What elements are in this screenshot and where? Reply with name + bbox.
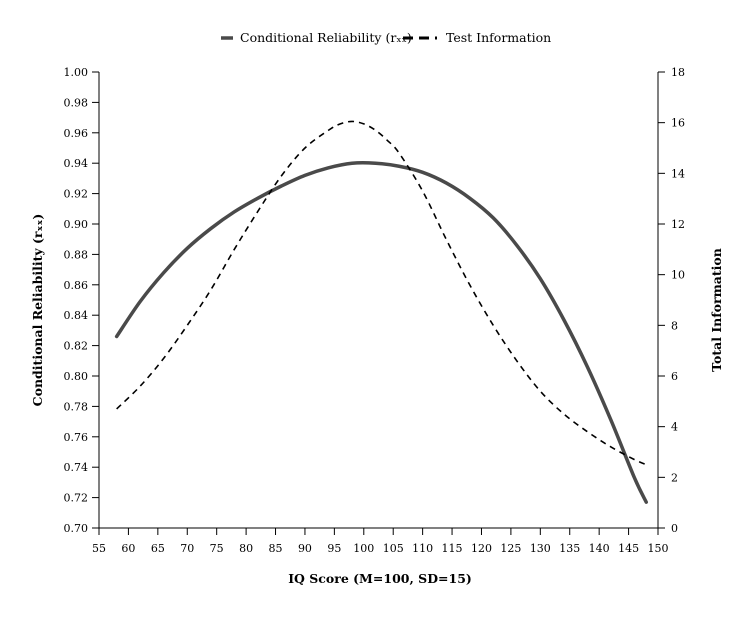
x-tick-label: 80 bbox=[239, 542, 253, 555]
x-tick-label: 90 bbox=[298, 542, 312, 555]
x-tick-label: 115 bbox=[442, 542, 463, 555]
y-left-tick-label: 0.78 bbox=[64, 400, 89, 413]
y-left-tick-label: 1.00 bbox=[64, 66, 89, 79]
y-right-tick-label: 16 bbox=[671, 117, 685, 130]
x-tick-label: 150 bbox=[648, 542, 669, 555]
y-right-tick-label: 4 bbox=[671, 421, 678, 434]
y-right-tick-label: 2 bbox=[671, 471, 678, 484]
y-left-tick-label: 0.98 bbox=[64, 96, 89, 109]
x-axis-title: IQ Score (M=100, SD=15) bbox=[288, 571, 472, 586]
ticks: 55 60 65 70 75 80 85 90 95 100 105 110 115 120 125 130 1… bbox=[64, 66, 686, 555]
y-left-tick-label: 0.88 bbox=[64, 248, 89, 261]
y-right-tick-label: 18 bbox=[671, 66, 685, 79]
x-tick-label: 95 bbox=[327, 542, 341, 555]
x-tick-label: 105 bbox=[383, 542, 404, 555]
y-right-tick-label: 6 bbox=[671, 370, 678, 383]
y-left-tick-label: 0.76 bbox=[64, 431, 89, 444]
legend-label-information: Test Information bbox=[446, 30, 551, 45]
series-line-information bbox=[116, 120, 647, 466]
x-tick-label: 55 bbox=[92, 542, 106, 555]
y-left-tick-label: 0.96 bbox=[64, 127, 89, 140]
y-right-tick-label: 8 bbox=[671, 319, 678, 332]
x-tick-label: 140 bbox=[589, 542, 610, 555]
axes bbox=[98, 72, 659, 529]
y-right-tick-label: 14 bbox=[671, 167, 685, 180]
x-tick-label: 135 bbox=[559, 542, 580, 555]
series-lines bbox=[114, 120, 648, 504]
x-tick-label: 75 bbox=[210, 542, 224, 555]
y-left-tick-label: 0.94 bbox=[64, 157, 89, 170]
x-tick-label: 65 bbox=[151, 542, 165, 555]
x-tick-label: 70 bbox=[180, 542, 194, 555]
y-axis-right-title: Total Information bbox=[709, 248, 724, 372]
x-tick-label: 110 bbox=[412, 542, 433, 555]
y-left-tick-label: 0.86 bbox=[64, 279, 89, 292]
y-left-tick-label: 0.80 bbox=[64, 370, 89, 383]
y-right-tick-label: 0 bbox=[671, 522, 678, 535]
y-left-tick-label: 0.72 bbox=[64, 492, 89, 505]
x-tick-label: 60 bbox=[121, 542, 135, 555]
series-line-reliability bbox=[114, 160, 648, 504]
x-tick-label: 120 bbox=[471, 542, 492, 555]
legend-label-reliability: Conditional Reliability (rₓₓ) bbox=[240, 30, 412, 45]
y-right-tick-label: 10 bbox=[671, 269, 685, 282]
y-left-tick-label: 0.90 bbox=[64, 218, 89, 231]
x-tick-label: 100 bbox=[353, 542, 374, 555]
y-left-tick-label: 0.92 bbox=[64, 188, 89, 201]
legend: Conditional Reliability (rₓₓ) Test Infor… bbox=[221, 30, 551, 45]
x-tick-label: 130 bbox=[530, 542, 551, 555]
x-tick-label: 145 bbox=[618, 542, 639, 555]
y-left-tick-label: 0.82 bbox=[64, 340, 89, 353]
y-axis-left-title: Conditional Reliability (rₓₓ) bbox=[30, 214, 45, 407]
y-right-tick-label: 12 bbox=[671, 218, 685, 231]
x-tick-label: 85 bbox=[269, 542, 283, 555]
y-left-tick-label: 0.84 bbox=[64, 309, 89, 322]
y-left-tick-label: 0.70 bbox=[64, 522, 89, 535]
x-tick-label: 125 bbox=[500, 542, 521, 555]
y-left-tick-label: 0.74 bbox=[64, 461, 89, 474]
